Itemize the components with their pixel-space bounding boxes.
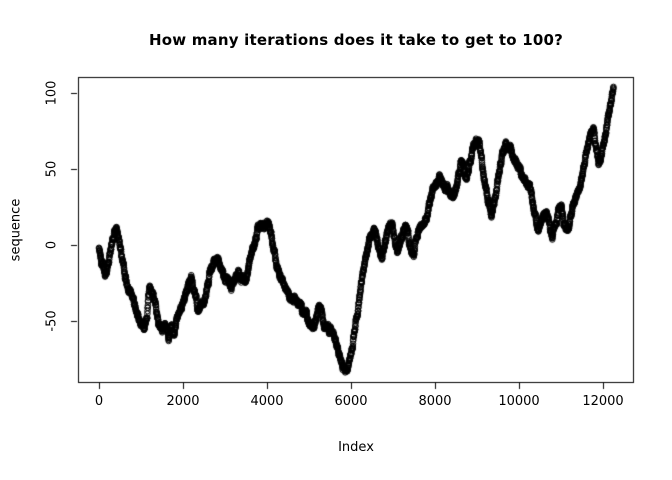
x-tick-label: 2000 — [166, 394, 200, 409]
x-tick-label: 6000 — [334, 394, 368, 409]
chart-title: How many iterations does it take to get … — [148, 31, 564, 49]
y-tick-label: -50 — [44, 310, 60, 332]
y-axis-label: sequence — [8, 198, 24, 262]
y-tick-label: 100 — [44, 80, 60, 106]
x-tick-label: 8000 — [418, 394, 452, 409]
x-tick-label: 4000 — [250, 394, 284, 409]
x-tick-label: 12000 — [582, 394, 624, 409]
y-tick-label: 0 — [44, 240, 60, 250]
x-tick-label: 10000 — [498, 394, 540, 409]
y-tick-label: 50 — [44, 160, 60, 178]
x-axis-label: Index — [338, 440, 374, 455]
x-tick-label: 0 — [94, 394, 104, 409]
